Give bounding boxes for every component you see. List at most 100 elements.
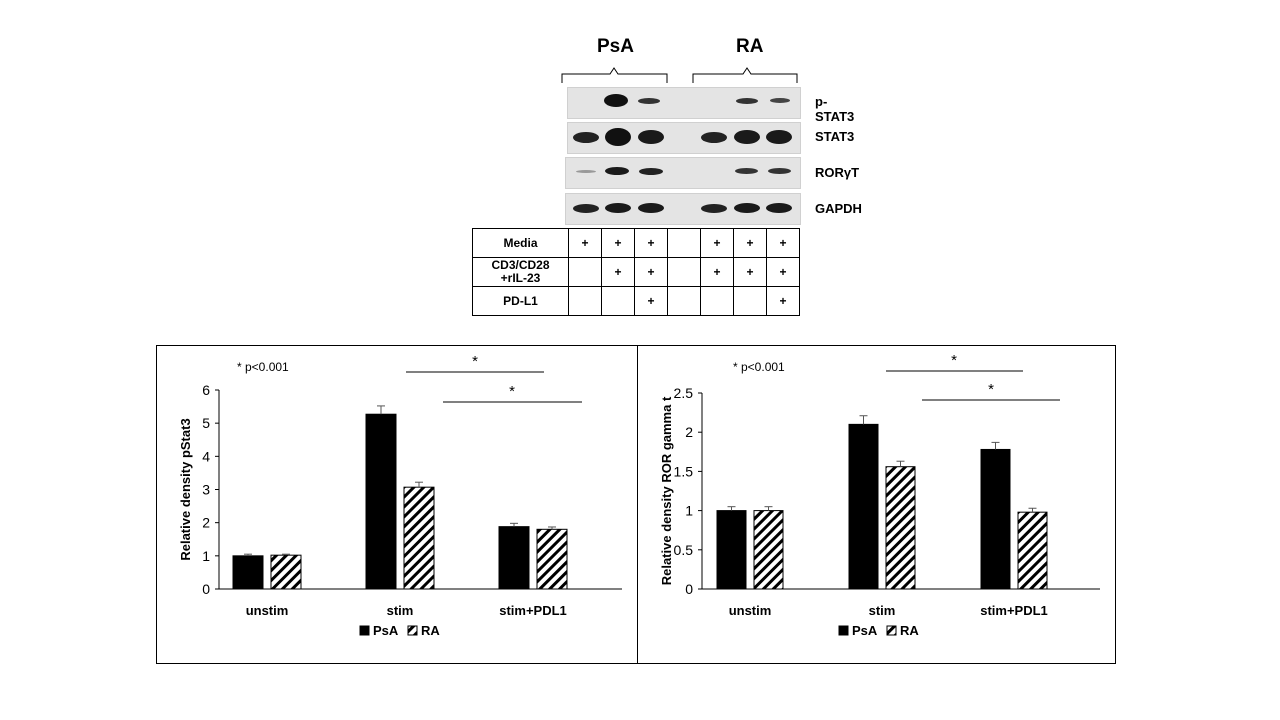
condition-table: Media + + + + + + CD3/CD28 +rIL-23 + + + + + PD-L1 + +	[472, 228, 800, 316]
condition-mark	[568, 286, 602, 316]
legend-swatch-psa	[359, 625, 370, 636]
condition-mark: +	[634, 286, 668, 316]
y-tick-label: 0	[202, 581, 210, 597]
protein-label: RORγT	[815, 165, 860, 180]
condition-row: CD3/CD28 +rIL-23 + + + + +	[472, 257, 800, 287]
y-axis-title: Relative density pStat3	[178, 418, 193, 560]
y-tick-label: 1	[685, 503, 693, 519]
y-tick-label: 2	[202, 515, 210, 531]
band	[701, 132, 727, 143]
condition-mark	[733, 286, 767, 316]
band	[638, 130, 664, 144]
bar-ra-stim	[403, 486, 435, 590]
bar-ra-stim+PDL1	[1017, 511, 1048, 590]
condition-label: CD3/CD28 +rIL-23	[472, 257, 569, 287]
y-tick-label: 0.5	[674, 542, 694, 558]
condition-mark: +	[766, 257, 800, 287]
band	[605, 203, 631, 213]
protein-label: GAPDH	[815, 201, 862, 216]
bar-psa-stim	[848, 423, 879, 590]
bar-ra-stim	[885, 466, 916, 590]
band	[639, 168, 663, 175]
condition-mark: +	[601, 228, 635, 258]
band	[576, 170, 596, 173]
y-tick-label: 5	[202, 415, 210, 431]
bar-ra-unstim	[753, 510, 784, 590]
band	[735, 168, 758, 174]
condition-mark: +	[700, 228, 734, 258]
protein-label: p-STAT3	[815, 94, 855, 124]
y-tick-label: 4	[202, 448, 210, 464]
condition-row: Media + + + + + +	[472, 228, 800, 258]
legend-label-ra: RA	[421, 623, 440, 638]
legend-swatch-ra	[886, 625, 897, 636]
condition-mark: +	[568, 228, 602, 258]
significance-star: *	[988, 381, 994, 398]
legend-label-psa: PsA	[373, 623, 399, 638]
x-tick-label: unstim	[246, 603, 289, 618]
bar-chart-pstat3: 0 1 2 3 4 5 6 Relative density pStat3 unstim stim…	[178, 353, 622, 638]
y-axis-title: Relative density ROR gamma t	[659, 396, 674, 585]
legend-swatch-psa	[838, 625, 849, 636]
significance-star: *	[951, 352, 957, 369]
group-label-ra: RA	[736, 36, 764, 57]
x-tick-label: stim+PDL1	[499, 603, 567, 618]
protein-label: STAT3	[815, 129, 855, 144]
blot-strip-gapdh	[565, 193, 801, 225]
band	[604, 94, 628, 107]
band	[605, 128, 631, 146]
condition-row: PD-L1 + +	[472, 286, 800, 316]
y-tick-label: 1	[202, 548, 210, 564]
y-tick-label: 2	[685, 424, 693, 440]
condition-mark	[667, 228, 701, 258]
band	[736, 98, 758, 104]
bar-psa-stim	[365, 413, 397, 590]
condition-mark: +	[766, 286, 800, 316]
group-braces	[561, 67, 798, 83]
y-tick-label: 2.5	[674, 385, 694, 401]
p-value-annotation: * p<0.001	[733, 360, 785, 374]
y-tick-label: 0	[685, 581, 693, 597]
x-tick-label: stim	[387, 603, 414, 618]
band	[638, 98, 660, 104]
x-tick-label: unstim	[729, 603, 772, 618]
significance-star: *	[509, 383, 515, 400]
condition-mark	[667, 286, 701, 316]
group-label-psa: PsA	[597, 36, 634, 57]
condition-mark	[667, 257, 701, 287]
condition-mark	[601, 286, 635, 316]
p-value-annotation: * p<0.001	[237, 360, 289, 374]
chart-panel-pstat3: 0 1 2 3 4 5 6 Relative density pStat3 unstim stim…	[156, 345, 638, 664]
band	[573, 132, 599, 143]
band	[768, 168, 791, 174]
bar-psa-stim+PDL1	[498, 526, 530, 590]
condition-mark: +	[766, 228, 800, 258]
condition-mark: +	[733, 228, 767, 258]
condition-mark	[568, 257, 602, 287]
x-tick-label: stim	[869, 603, 896, 618]
brace-psa	[561, 67, 668, 83]
bar-psa-unstim	[716, 510, 747, 590]
y-tick-label: 1.5	[674, 463, 694, 479]
condition-mark	[700, 286, 734, 316]
significance-star: *	[472, 353, 478, 370]
band	[638, 203, 664, 213]
condition-label: PD-L1	[472, 286, 569, 316]
condition-mark: +	[601, 257, 635, 287]
condition-mark: +	[634, 228, 668, 258]
blot-strip-pstat3	[567, 87, 801, 119]
band	[605, 167, 629, 175]
y-tick-label: 3	[202, 482, 210, 498]
condition-mark: +	[700, 257, 734, 287]
legend-swatch-ra	[407, 625, 418, 636]
bar-psa-unstim	[232, 555, 264, 590]
chart-panel-rorgt: 0 0.5 1 1.5 2 2.5 Relative density ROR gamma t…	[637, 345, 1116, 664]
condition-mark: +	[634, 257, 668, 287]
band	[701, 204, 727, 213]
band	[766, 130, 792, 144]
x-tick-label: stim+PDL1	[980, 603, 1048, 618]
legend-label-psa: PsA	[852, 623, 878, 638]
bar-ra-stim+PDL1	[536, 528, 568, 590]
band	[734, 130, 760, 144]
